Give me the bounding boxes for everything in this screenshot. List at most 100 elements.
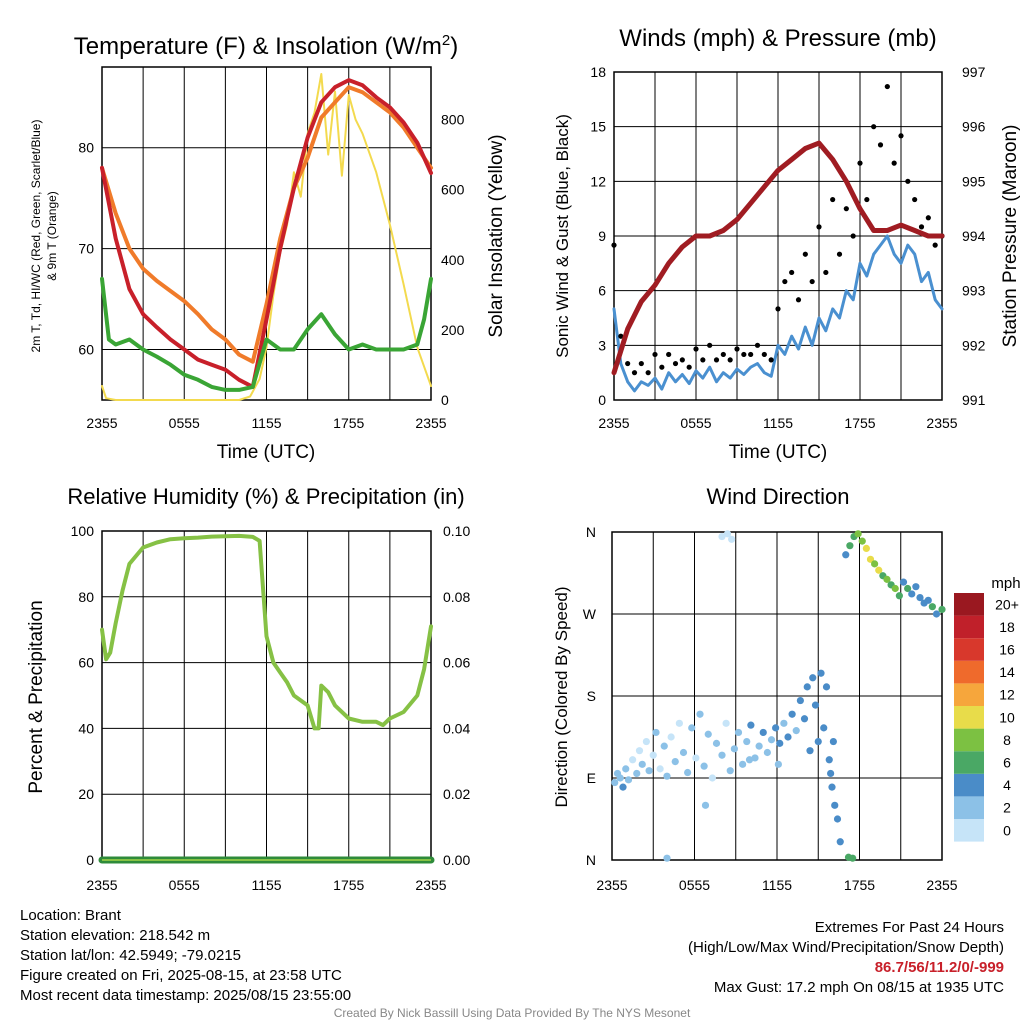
winds-panel: Winds (mph) & Pressure (mb) Time (UTC) S… <box>553 25 1021 463</box>
winds-title: Winds (mph) & Pressure (mb) <box>619 25 936 52</box>
legend-label: 8 <box>1003 732 1011 748</box>
direction-point <box>883 575 891 583</box>
direction-point <box>619 783 627 791</box>
gust-point <box>932 242 938 248</box>
wind-direction-ytick: W <box>583 606 597 622</box>
direction-point <box>688 724 696 732</box>
direction-point <box>833 815 842 823</box>
humidity-ytick-left: 20 <box>78 786 94 802</box>
legend-swatch <box>954 706 984 729</box>
gust-point <box>912 196 918 203</box>
temperature-xtick-label: 2355 <box>86 415 117 431</box>
direction-point <box>712 739 721 747</box>
winds-ytick-right: 992 <box>962 337 986 353</box>
gust-point <box>666 351 672 358</box>
legend-swatch <box>954 796 984 819</box>
direction-point <box>858 537 866 545</box>
gust-point <box>700 357 706 363</box>
wind-direction-xtick-label: 1755 <box>844 877 875 893</box>
humidity-ytick-left: 100 <box>71 523 95 539</box>
humidity-xtick-label: 2355 <box>415 877 446 893</box>
gust-point <box>679 357 685 363</box>
direction-point <box>751 754 759 762</box>
wind-direction-title: Wind Direction <box>706 484 849 509</box>
winds-ytick-left: 12 <box>590 173 606 189</box>
station-elevation: Station elevation: 218.542 m <box>20 927 211 944</box>
temperature-panel: Temperature (F) & Insolation (W/m2) Time… <box>29 32 507 463</box>
series-td-line <box>100 276 433 392</box>
gust-point <box>618 333 624 339</box>
direction-point <box>846 542 854 550</box>
direction-point <box>642 737 650 746</box>
humidity-ytick-left: 40 <box>78 720 94 736</box>
direction-point <box>780 719 788 727</box>
winds-xlabel: Time (UTC) <box>729 442 828 463</box>
direction-point <box>679 748 688 757</box>
humidity-xtick-label: 2355 <box>86 877 117 893</box>
winds-xtick-label: 2355 <box>926 415 957 431</box>
direction-point <box>822 683 831 691</box>
gust-point <box>638 360 644 367</box>
gust-point <box>823 269 829 276</box>
direction-point <box>696 710 704 718</box>
temperature-ytick-left: 70 <box>78 241 94 257</box>
series-station-pressure-line <box>611 140 945 376</box>
wind-direction-ytick: N <box>586 852 596 868</box>
gust-point <box>652 351 658 358</box>
humidity-ytick-right: 0.02 <box>443 786 470 802</box>
direction-point <box>776 739 784 747</box>
humidity-ytick-left: 80 <box>78 589 94 605</box>
temperature-xtick-label: 1755 <box>333 415 364 431</box>
humidity-ytick-right: 0.10 <box>443 523 470 539</box>
direction-point <box>718 532 726 541</box>
humidity-xtick-label: 0555 <box>169 877 200 893</box>
direction-point <box>908 590 916 598</box>
direction-point <box>759 728 767 737</box>
direction-point <box>652 728 660 737</box>
humidity-ytick-right: 0.00 <box>443 852 470 868</box>
temperature-ytick-left: 80 <box>78 140 94 156</box>
direction-point <box>817 669 825 677</box>
direction-point <box>928 603 936 611</box>
direction-point <box>767 736 776 744</box>
winds-xtick-label: 1755 <box>844 415 875 431</box>
direction-point <box>633 769 641 778</box>
direction-point <box>849 854 857 862</box>
direction-point <box>895 592 903 600</box>
winds-ytick-right: 991 <box>962 392 986 408</box>
extremes-values: 86.7/56/11.2/0/-999 <box>874 959 1004 976</box>
direction-point <box>730 745 738 753</box>
gust-point <box>761 351 767 358</box>
direction-point <box>803 683 811 691</box>
figure-created: Figure created on Fri, 2025-08-15, at 23… <box>20 967 342 984</box>
gust-point <box>809 278 815 285</box>
direction-point <box>809 674 817 682</box>
legend-label: 14 <box>999 664 1015 680</box>
winds-ytick-right: 994 <box>962 228 986 244</box>
legend-label: 20+ <box>995 596 1019 612</box>
legend-swatch <box>954 751 984 774</box>
gust-point <box>768 357 774 363</box>
direction-point <box>862 544 870 553</box>
humidity-ytick-right: 0.04 <box>443 720 470 736</box>
legend-swatch <box>954 819 984 842</box>
direction-point <box>831 801 839 809</box>
direction-point <box>739 760 747 768</box>
legend-swatch <box>954 660 984 684</box>
gust-point <box>877 142 884 148</box>
gust-point <box>727 357 733 363</box>
temperature-ytick-right: 400 <box>441 252 465 268</box>
humidity-ytick-right: 0.08 <box>443 589 470 605</box>
winds-xtick-label: 1155 <box>763 415 793 431</box>
direction-point <box>616 774 624 782</box>
direction-point <box>675 719 683 727</box>
direction-point <box>916 594 924 602</box>
direction-point <box>723 530 732 538</box>
winds-ytick-right: 996 <box>962 119 986 135</box>
direction-point <box>755 742 763 750</box>
temperature-ytick-right: 200 <box>441 322 465 338</box>
temperature-xtick-label: 0555 <box>169 415 200 431</box>
gust-point <box>871 124 877 130</box>
humidity-title: Relative Humidity (%) & Precipitation (i… <box>67 484 464 509</box>
extremes-title: Extremes For Past 24 Hours <box>814 919 1004 936</box>
